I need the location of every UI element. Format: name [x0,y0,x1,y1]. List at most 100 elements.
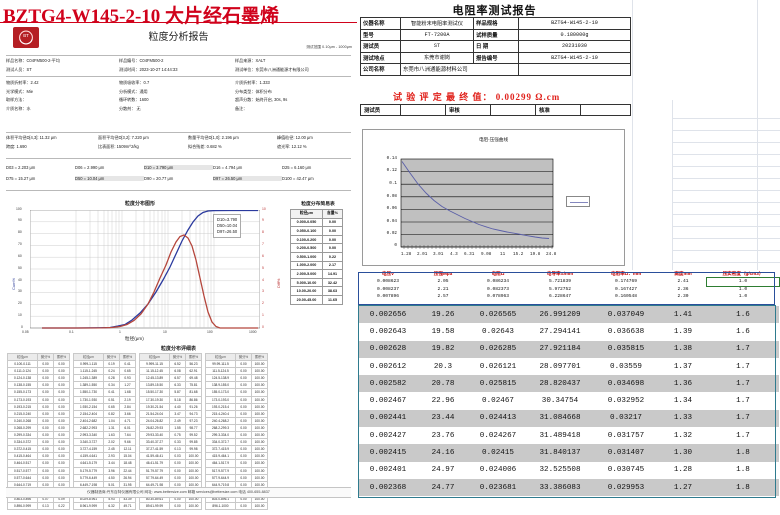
value-tester: ST [400,40,474,53]
column-spacer [201,467,206,475]
column-spacer [201,452,206,460]
column-spacer [69,374,74,382]
cell-size-range: 3.727-4.159 [73,445,104,454]
big-cell: 0.037049 [593,306,659,324]
cell-cumulative: 100.00 [251,416,268,425]
psd-y-axis-label: Cum% [11,277,16,290]
cell-size-range: 4.159-4.641 [73,452,104,461]
cell-content: 0.22 [322,251,343,262]
big-cell: 0.002415 [359,444,417,462]
small-col-header: 电压V [381,271,395,276]
psd-y-tick: 60 [18,254,22,258]
cell-content: 0.00 [322,217,343,228]
small-cell: 2.30 [659,293,707,301]
detail-col-header: 微分% [235,352,252,362]
small-cell: 5.972752 [527,285,593,294]
table-row: 0.240-0.268 0.00 0.00 2.404-2.682 1.04 4.71 24… [7,416,268,425]
peak-diameter: 峰值粒径: 12.00 μm [277,135,313,140]
cell-size-range: 2.993-3.340 [73,431,104,440]
cell-size-range: 51.79-57.79 [139,466,170,475]
column-spacer [135,360,140,368]
psd-y2-tick: 0 [262,325,264,329]
detail-col-header: 累积% [53,352,70,362]
table-row: 0.002467 22.96 0.02467 30.34754 0.032952 1.34… [359,392,779,410]
cell-size-range: 415.9-464.1 [205,452,236,461]
r-y-tick: 0 [394,243,397,248]
table-row: 2.000-5.000 14.91 [290,269,343,279]
cell-cumulative: 0.00 [53,374,70,383]
cell-cumulative: 0.00 [53,388,70,397]
cell-differential: 0.00 [235,445,252,454]
cell-cumulative: 100.00 [251,466,268,475]
test-time: 测试时间：2023-10-27 14:44:33 [119,66,178,72]
big-cell: 20.3 [417,357,469,376]
table-row: 0.124-0.138 0.00 0.00 1.245-1.389 0.28 0.93 12… [7,374,268,383]
table-row: 10.00-20.00 38.63 [290,286,343,296]
psd-y-tick: 70 [18,242,22,246]
small-cell: 1.0 [707,285,779,294]
cell-cumulative: 0.00 [53,431,70,440]
ultrasonic-dispersion: 超声分散：始终开启, 30s, 9s [235,97,288,102]
small-cell: 2.41 [659,278,707,286]
table-row: 0.111-0.124 0.00 0.00 1.115-1.245 0.24 0.65 11… [7,367,268,376]
table-row: 0.896-0.999 0.13 0.22 8.961-9.999 6.32 49.71 8… [7,501,268,511]
r-x-tick: 15.2 [513,252,524,257]
cell-size-range: 896.1-1000 [205,501,236,511]
cell-size-range: 464.1-517.9 [205,459,236,468]
table-row: 0.372-0.415 0.00 0.00 3.727-4.159 2.45 12.11 3… [7,445,268,454]
column-spacer [201,360,206,368]
big-cell: 31.489418 [527,427,593,445]
big-cell: 0.002643 [359,323,417,341]
detail-col-header: 微分% [37,352,54,362]
table-row: 0.193-0.215 0.00 0.00 1.930-2.154 0.65 2.84 19… [7,402,268,411]
params-rule [6,132,351,133]
refractive-index: 物质折射率：2.42 [6,80,39,85]
cell-size-range: 215.4-240.4 [205,409,236,418]
medium-name: 介质名称：水 [6,105,31,111]
psd-y2-tick: 3 [262,289,264,293]
cell-differential: 0.00 [235,459,252,468]
big-table-selection-frame [358,305,776,498]
header-row-model: 型号 FT-7200A 试样质量 0.180000g [360,28,631,41]
cell-cumulative: 100.00 [251,445,268,454]
label-model: 型号 [360,28,401,41]
column-spacer [135,367,140,375]
table-row: 0.200-0.500 0.00 [290,243,343,253]
detail-col-header: 累积% [185,352,202,362]
table-row: 0.577-0.644 0.00 0.00 5.779-6.449 4.50 26.94 5… [7,473,268,482]
cell-size-range: 2.404-2.682 [73,416,104,425]
bettersize-logo-icon: BT [13,27,39,48]
cell-size-range: 334.0-372.7 [205,438,236,447]
stat-row: 体积平均径D[4,3]: 11.32 μm 面积平均径D[3,2]: 7.220… [6,134,351,143]
big-cell: 0.026565 [469,306,527,324]
column-spacer [201,495,206,503]
sign-tester-field[interactable] [400,104,446,116]
r-x-tick: 11 [500,252,506,257]
distribution-type: 分布类型：体积分布 [235,88,272,94]
psd-y-tick: 20 [18,301,22,305]
label-date: 日 期 [473,40,519,53]
small-cell: 1.0 [707,293,779,301]
sign-approve-field[interactable] [580,104,631,116]
column-spacer [135,381,140,389]
small-cell: 0.078963 [469,293,527,301]
cell-size-range: 41.59-46.41 [139,452,170,461]
r-x-tick: 2.01 [417,252,428,257]
column-spacer [201,459,206,467]
cell-size-range: 26.82-29.93 [139,423,170,433]
value-model: FT-7200A [400,28,474,41]
d06-value: D06 = 2.990 μm [75,165,105,170]
table-row: 0.002628 19.82 0.026285 27.921184 0.035815 1.… [359,340,779,358]
cell-differential: 0.00 [235,381,252,390]
small-cell: 0.082373 [469,285,527,294]
column-spacer [69,452,74,460]
cell-size-range: 89.61-99.99 [139,501,170,511]
cell-differential: 0.00 [37,459,54,468]
value-date: 20231030 [518,40,631,53]
cell-cumulative: 97.23 [185,416,202,425]
table-row: 0.002656 19.26 0.026565 26.991209 0.037049 1.… [359,306,779,324]
cell-diameter: 20.00-45.00 [290,294,323,305]
sign-review-field[interactable] [490,104,536,116]
column-spacer [69,495,74,503]
psd-legend: D10=3.790 D50=10.04 D97=26.50 [213,214,242,238]
